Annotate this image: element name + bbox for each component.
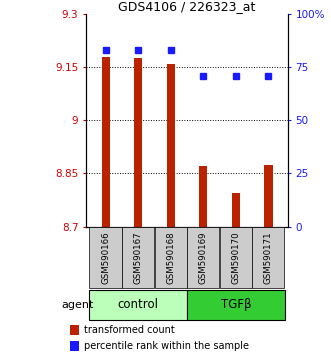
Text: GSM590166: GSM590166	[101, 231, 110, 284]
Text: agent: agent	[62, 299, 94, 310]
Text: GSM590171: GSM590171	[264, 231, 273, 284]
Bar	[187, 227, 219, 288]
Text: transformed count: transformed count	[84, 325, 174, 335]
Text: GSM590170: GSM590170	[231, 231, 240, 284]
Bar	[187, 290, 285, 320]
Text: GSM590169: GSM590169	[199, 231, 208, 284]
Bar	[122, 227, 154, 288]
Bar	[134, 58, 142, 227]
Bar	[70, 325, 79, 335]
Bar	[232, 193, 240, 227]
Bar	[89, 227, 121, 288]
Text: TGFβ: TGFβ	[220, 298, 251, 311]
Text: GSM590168: GSM590168	[166, 231, 175, 284]
Text: control: control	[118, 298, 159, 311]
Bar	[252, 227, 284, 288]
Title: GDS4106 / 226323_at: GDS4106 / 226323_at	[118, 0, 256, 13]
Text: GSM590167: GSM590167	[134, 231, 143, 284]
Bar	[264, 165, 272, 227]
Bar	[199, 166, 207, 227]
Bar	[89, 290, 187, 320]
Bar	[167, 64, 175, 227]
Bar	[155, 227, 187, 288]
Bar	[70, 341, 79, 351]
Bar	[220, 227, 252, 288]
Bar	[102, 57, 110, 227]
Text: percentile rank within the sample: percentile rank within the sample	[84, 341, 249, 351]
